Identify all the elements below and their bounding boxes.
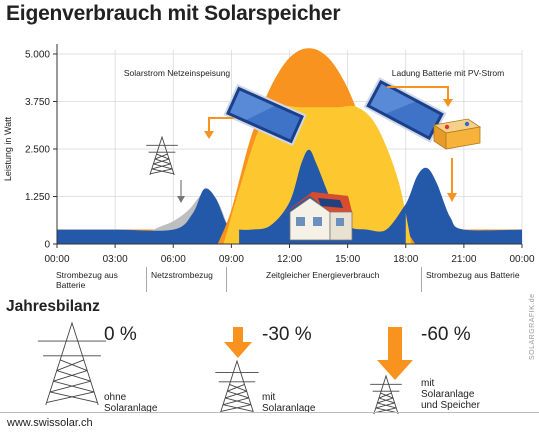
balance-percent-storage: -60 % bbox=[421, 324, 471, 345]
balance-label-line: Solaranlage bbox=[421, 389, 475, 400]
x-tick-label: 09:00 bbox=[219, 254, 244, 265]
pylon-bracing bbox=[378, 392, 394, 399]
chart-canvas: 5.000 3.750 2.500 1.250 0 00:00 03:00 06:00 09:0… bbox=[3, 44, 535, 266]
pylon-legs bbox=[149, 135, 175, 176]
battery-icon bbox=[432, 118, 482, 150]
house-window bbox=[296, 217, 305, 226]
balance-percent-without: 0 % bbox=[104, 324, 137, 345]
pylon-bracing bbox=[153, 158, 171, 165]
balance-label-line: Solaranlage bbox=[262, 403, 316, 414]
segment-separator bbox=[421, 267, 422, 292]
x-tick-label: 12:00 bbox=[277, 254, 302, 265]
balance-heading: Jahresbilanz bbox=[6, 298, 100, 315]
segment-label-battery-evening: Strombezug aus Batterie bbox=[426, 270, 520, 280]
chart-title: Eigenverbrauch mit Solarspeicher bbox=[6, 2, 341, 25]
x-tick-label: 15:00 bbox=[335, 254, 360, 265]
power-pylon-icon bbox=[37, 321, 107, 406]
annotation-battery-charge: Ladung Batterie mit PV-Strom bbox=[392, 68, 504, 78]
balance-label-line: und Speicher bbox=[421, 400, 480, 411]
pylon-bracing bbox=[56, 359, 88, 371]
x-tick-label: 03:00 bbox=[103, 254, 128, 265]
chart-series bbox=[57, 48, 522, 245]
segment-separator bbox=[226, 267, 227, 292]
solar-panel-cells bbox=[229, 90, 301, 140]
segment-separator bbox=[146, 267, 147, 292]
x-tick-label: 18:00 bbox=[393, 254, 418, 265]
down-arrow-large-icon bbox=[377, 327, 413, 380]
y-tick-label: 1.250 bbox=[25, 192, 50, 203]
segment-label-battery-night: Strombezug aus Batterie bbox=[56, 270, 118, 290]
house-roof-solar-panel bbox=[318, 198, 343, 208]
x-tick-label: 00:00 bbox=[44, 254, 69, 265]
chart-decorations bbox=[146, 77, 482, 241]
pylon-legs bbox=[45, 321, 99, 406]
arrow-battery-charge-head bbox=[443, 99, 453, 107]
pylon-bracing bbox=[150, 168, 174, 175]
pylon-bracing bbox=[375, 402, 397, 409]
pylon-bracing bbox=[151, 163, 173, 170]
balance-label-line: mit bbox=[421, 378, 435, 389]
pylon-bracing bbox=[46, 391, 98, 403]
annotation-feed-in: Solarstrom Netzeinspeisung bbox=[124, 68, 231, 78]
arrow-battery-charge bbox=[387, 86, 449, 101]
x-tick-label: 21:00 bbox=[451, 254, 476, 265]
y-tick-label: 0 bbox=[44, 240, 50, 251]
pylon-legs bbox=[373, 374, 399, 415]
y-tick-label: 2.500 bbox=[25, 145, 50, 156]
chart-annotations: Solarstrom Netzeinspeisung Ladung Batteri… bbox=[124, 68, 504, 78]
solar-panel-glare bbox=[370, 83, 416, 114]
pylon-bracing bbox=[222, 397, 252, 406]
down-arrow-medium-icon bbox=[224, 327, 252, 358]
pylon-bracing bbox=[154, 153, 170, 160]
balance-label-storage: mit Solaranlage und Speicher bbox=[421, 378, 480, 411]
pylon-legs bbox=[219, 359, 255, 414]
solar-panel-right-icon bbox=[363, 77, 447, 143]
battery-terminal-minus bbox=[464, 121, 470, 127]
y-tick-label: 5.000 bbox=[25, 50, 50, 61]
house-window bbox=[313, 217, 322, 226]
pylon-bracing bbox=[49, 380, 95, 393]
credit-text: SOLARGRAFIK.de bbox=[529, 293, 536, 360]
pylon-bracing bbox=[227, 383, 247, 392]
balance-label-line: mit bbox=[262, 392, 276, 403]
power-pylon-icon bbox=[215, 359, 259, 414]
arrow-battery-discharge-head bbox=[447, 193, 457, 202]
footer-divider bbox=[0, 412, 539, 413]
battery-terminal-plus bbox=[444, 124, 450, 130]
battery-front bbox=[445, 126, 481, 150]
segment-label-direct-use: Zeitgleicher Energieverbrauch bbox=[266, 270, 380, 280]
segment-label-grid: Netzstrombezug bbox=[151, 270, 213, 280]
arrow-feed-in-head bbox=[204, 131, 214, 139]
power-pylon-chart-icon bbox=[146, 135, 178, 176]
pylon-bracing bbox=[53, 370, 91, 382]
solar-panel-glare bbox=[229, 90, 275, 120]
power-pylon-icon bbox=[370, 374, 402, 415]
balance-label-without: ohne Solaranlage bbox=[104, 392, 157, 414]
solar-panel-left-icon bbox=[223, 84, 307, 146]
balance-label-line: ohne bbox=[104, 392, 127, 403]
arrow-grid-draw-head bbox=[177, 196, 185, 203]
arrow-feed-in bbox=[208, 117, 234, 134]
x-tick-label: 06:00 bbox=[161, 254, 186, 265]
x-tick-label: 00:00 bbox=[509, 254, 534, 265]
chart-ticks: 5.000 3.750 2.500 1.250 0 00:00 03:00 06:00 09:0… bbox=[3, 50, 535, 266]
solar-panel-cells bbox=[370, 83, 440, 137]
balance-percent-solar: -30 % bbox=[262, 324, 312, 345]
pylon-bracing bbox=[220, 404, 254, 412]
y-axis-label: Leistung in Watt bbox=[3, 116, 13, 181]
y-tick-label: 3.750 bbox=[25, 97, 50, 108]
pylon-bracing bbox=[225, 390, 249, 399]
house-icon bbox=[283, 192, 353, 241]
pylon-bracing bbox=[377, 397, 395, 404]
balance-label-solar: mit Solaranlage bbox=[262, 392, 315, 414]
house-window bbox=[336, 218, 344, 226]
website-link[interactable]: www.swissolar.ch bbox=[7, 417, 93, 429]
balance-icons bbox=[37, 321, 413, 415]
balance-label-line: Solaranlage bbox=[104, 403, 158, 414]
